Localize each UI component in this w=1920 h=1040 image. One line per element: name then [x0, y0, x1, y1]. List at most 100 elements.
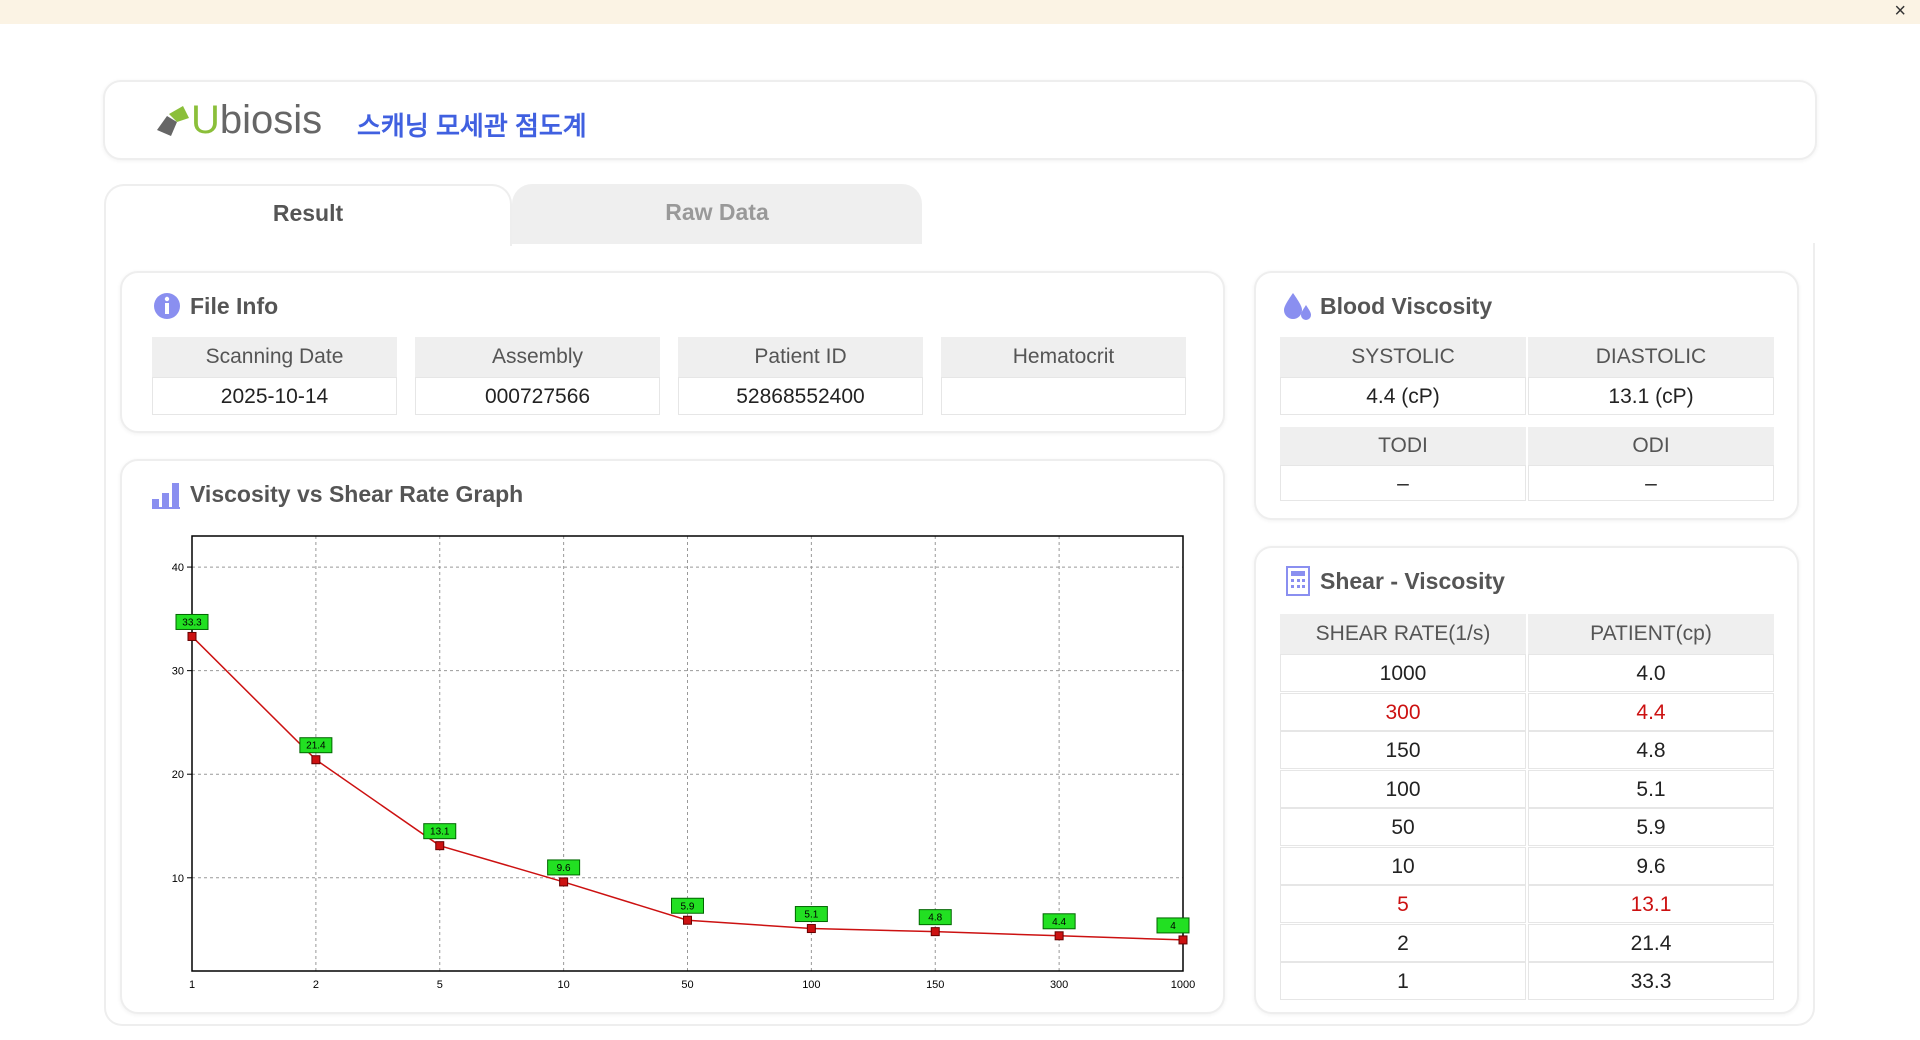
marker	[930, 927, 940, 937]
cell-value: 300	[1280, 692, 1526, 731]
app-title: 스캐닝 모세관 점도계	[357, 111, 587, 141]
x-tick-label: 2	[313, 979, 319, 991]
content-frame	[104, 243, 1815, 1026]
cell-value: 21.4	[1528, 923, 1774, 962]
tab-raw-data[interactable]: Raw Data	[512, 184, 922, 244]
cell-value: 150	[1280, 731, 1526, 769]
x-tick-label: 300	[1050, 979, 1068, 991]
cell-value: 4.4 (cP)	[1280, 377, 1526, 415]
tab-result[interactable]: Result	[104, 184, 512, 246]
tab-label: Raw Data	[665, 199, 769, 225]
marker	[683, 915, 692, 925]
data-label: 4	[1170, 921, 1176, 932]
x-tick-label: 100	[802, 979, 820, 991]
column-header: Assembly	[415, 337, 660, 377]
chart: 10 20 30 40 1 2 5 10 50 100 150 300 1000 33.3 21.4 13.1…	[172, 535, 1195, 991]
logo-icon	[157, 106, 189, 136]
column-header: TODI	[1280, 427, 1526, 465]
blood-viscosity-card: Blood Viscosity SYSTOLIC 4.4 (cP) TODI – DIA…	[1254, 271, 1799, 520]
cell-value: 100	[1280, 769, 1526, 808]
data-label-box	[547, 859, 581, 876]
cell-value: –	[1280, 465, 1526, 501]
logo: Ubiosis	[191, 98, 322, 143]
cell-value: 2025-10-14	[152, 377, 397, 415]
data-label: 13.1	[430, 827, 450, 838]
x-tick-label: 1	[189, 979, 195, 991]
data-label: 5.9	[681, 901, 695, 912]
data-label-box	[1156, 917, 1190, 934]
panel-title: Viscosity vs Shear Rate Graph	[190, 481, 524, 507]
logo-initial: U	[191, 98, 220, 142]
column-header: Scanning Date	[152, 337, 397, 377]
x-tick-label: 10	[558, 979, 570, 991]
cell-value: 5.1	[1528, 769, 1774, 808]
column-header: Hematocrit	[941, 337, 1186, 377]
x-tick-label: 1000	[1171, 979, 1195, 991]
file-info-card: File Info Scanning Date 2025-10-14 Assembl…	[120, 271, 1225, 433]
marker	[559, 877, 569, 887]
data-label-box	[1042, 913, 1076, 930]
column-header: SYSTOLIC	[1280, 337, 1526, 377]
header-card: Ubiosis 스캐닝 모세관 점도계	[103, 80, 1817, 160]
shear-viscosity-card: Shear - Viscosity SHEAR RATE(1/s) PATIENT…	[1254, 546, 1799, 1014]
plot-border	[191, 535, 1184, 972]
data-label: 4.4	[1052, 917, 1066, 928]
cell-value: 33.3	[1528, 962, 1774, 1000]
column-header: Patient ID	[678, 337, 923, 377]
close-button[interactable]: ×	[1894, 0, 1906, 22]
cell-value: 9.6	[1528, 846, 1774, 885]
marker	[1178, 935, 1188, 945]
panel-title: File Info	[190, 293, 279, 319]
data-label-box	[918, 909, 952, 926]
cell-value: 4.4	[1528, 692, 1774, 731]
marker	[187, 631, 197, 641]
chart-icon	[152, 483, 180, 509]
x-tick-label: 50	[681, 979, 693, 991]
data-label: 9.6	[557, 863, 571, 874]
cell-value: 5.9	[1528, 808, 1774, 846]
data-label: 33.3	[182, 617, 202, 628]
x-tick-label: 5	[437, 979, 443, 991]
tab-label: Result	[272, 200, 344, 226]
cell-value: 13.1	[1528, 885, 1774, 923]
cell-value: 5	[1280, 885, 1526, 923]
info-icon	[154, 293, 180, 319]
title-bar	[0, 0, 1920, 24]
cell-value: 000727566	[415, 377, 660, 415]
data-label-box	[671, 897, 704, 914]
data-label: 21.4	[306, 741, 326, 752]
panel-title: Shear - Viscosity	[1320, 568, 1505, 594]
cell-value: 50	[1280, 808, 1526, 846]
cell-value: 52868552400	[678, 377, 923, 415]
cell-value: 1000	[1280, 654, 1526, 692]
y-tick-label: 30	[172, 666, 184, 678]
graph-card: Viscosity vs Shear Rate Graph	[120, 459, 1225, 1014]
panel-title: Blood Viscosity	[1320, 293, 1493, 319]
calculator-icon	[1286, 566, 1310, 596]
drop-icon	[1284, 293, 1311, 320]
data-label-box	[175, 613, 209, 630]
marker	[311, 755, 321, 765]
cell-value: 4.0	[1528, 654, 1774, 692]
y-tick-label: 10	[172, 873, 184, 885]
y-tick-label: 20	[172, 769, 184, 781]
data-label: 5.1	[804, 910, 818, 921]
data-label-box	[299, 737, 333, 754]
cell-value: –	[1528, 465, 1774, 501]
marker	[1054, 931, 1064, 941]
logo-text: biosis	[219, 98, 323, 142]
data-label-box	[423, 823, 457, 840]
marker	[806, 924, 816, 934]
marker	[435, 841, 445, 851]
column-header: ODI	[1528, 427, 1774, 465]
y-tick-label: 40	[172, 562, 184, 574]
data-label-box	[794, 906, 828, 923]
cell-value: 10	[1280, 846, 1526, 885]
data-label: 4.8	[928, 913, 942, 924]
cell-value	[941, 377, 1186, 415]
column-header: PATIENT(cp)	[1528, 614, 1774, 654]
column-header: DIASTOLIC	[1528, 337, 1774, 377]
cell-value: 2	[1280, 923, 1526, 962]
cell-value: 4.8	[1528, 731, 1774, 769]
